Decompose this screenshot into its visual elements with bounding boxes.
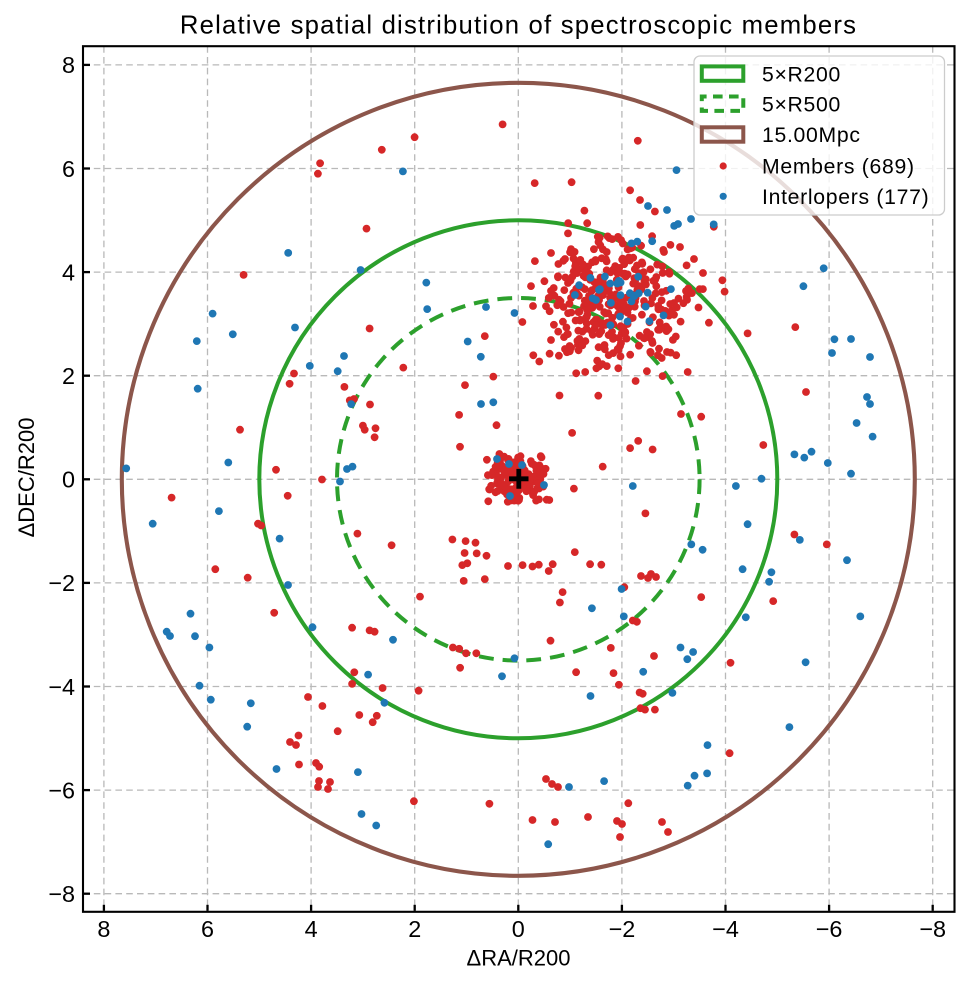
svg-text:8: 8	[62, 52, 75, 78]
svg-text:6: 6	[201, 916, 214, 942]
svg-text:−8: −8	[919, 916, 946, 942]
svg-text:Interlopers (177): Interlopers (177)	[762, 186, 929, 209]
svg-text:−6: −6	[48, 777, 75, 803]
svg-text:−2: −2	[48, 570, 75, 596]
svg-text:ΔDEC/R200: ΔDEC/R200	[14, 418, 39, 538]
svg-text:−4: −4	[48, 674, 75, 700]
svg-text:4: 4	[305, 916, 318, 942]
svg-text:5×R200: 5×R200	[762, 63, 841, 86]
svg-text:5×R500: 5×R500	[762, 93, 841, 116]
svg-text:Members (689): Members (689)	[762, 156, 915, 179]
svg-text:−4: −4	[712, 916, 739, 942]
svg-text:Relative spatial distribution: Relative spatial distribution of spectro…	[180, 12, 857, 40]
svg-text:2: 2	[408, 916, 421, 942]
svg-text:0: 0	[512, 916, 525, 942]
svg-text:ΔRA/R200: ΔRA/R200	[467, 946, 571, 971]
svg-text:−2: −2	[609, 916, 636, 942]
svg-text:0: 0	[62, 467, 75, 493]
svg-text:15.00Mpc: 15.00Mpc	[762, 124, 861, 147]
svg-text:2: 2	[62, 363, 75, 389]
svg-text:6: 6	[62, 156, 75, 182]
svg-text:−8: −8	[48, 881, 75, 907]
svg-text:−6: −6	[816, 916, 843, 942]
svg-text:4: 4	[62, 259, 75, 285]
svg-text:8: 8	[97, 916, 110, 942]
